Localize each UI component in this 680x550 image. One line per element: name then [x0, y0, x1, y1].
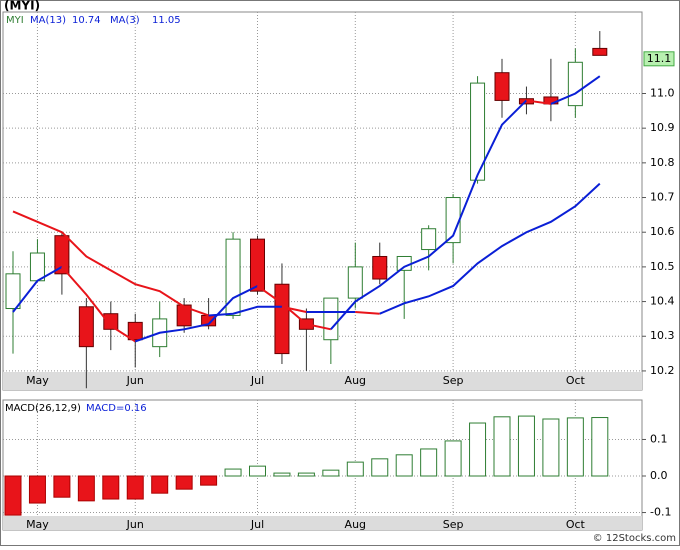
y-tick-label: 10.8	[650, 156, 675, 169]
y-tick-label: 10.4	[650, 295, 675, 308]
y-tick-label: 10.7	[650, 191, 675, 204]
y-tick-label: 10.6	[650, 225, 675, 238]
macd-bar	[4, 475, 22, 516]
candle-body	[567, 61, 583, 107]
x-tick-label: Jul	[250, 518, 264, 531]
moving-average	[330, 99, 528, 330]
candle-body	[470, 82, 486, 181]
macd-bar	[493, 416, 511, 477]
watermark: © 12Stocks.com	[593, 533, 676, 544]
macd-bar	[77, 475, 95, 502]
y-tick-label: 0.1	[650, 432, 668, 445]
macd-bar	[469, 422, 487, 477]
macd-bar	[346, 461, 364, 477]
y-tick-label: 0.0	[650, 469, 668, 482]
legend-value: 10.74	[72, 15, 101, 26]
moving-average	[526, 99, 552, 105]
x-tick-label: Oct	[566, 518, 586, 531]
macd-bar	[322, 469, 340, 477]
candle-body	[421, 228, 437, 251]
x-tick-label: Oct	[566, 374, 586, 387]
macd-bar	[126, 475, 144, 500]
x-tick-label: Sep	[443, 518, 464, 531]
macd-bar	[395, 454, 413, 477]
moving-average	[379, 182, 601, 315]
candle-body	[347, 266, 363, 299]
macd-bar	[566, 417, 584, 477]
macd-bar	[151, 475, 169, 494]
candle-body	[176, 304, 192, 327]
x-tick-label: Aug	[345, 518, 366, 531]
last-price-box	[643, 51, 675, 67]
moving-average	[256, 285, 332, 331]
last-price-label: 11.1	[647, 52, 672, 65]
macd-bar	[420, 448, 438, 477]
y-tick-label: 10.5	[650, 260, 675, 273]
macd-current: MACD=0.16	[86, 403, 147, 414]
moving-average	[208, 305, 282, 317]
x-tick-label: Jul	[250, 374, 264, 387]
candle-body	[592, 47, 608, 56]
macd-bar	[175, 475, 193, 490]
macd-bar	[542, 418, 560, 477]
moving-average	[134, 285, 258, 343]
macd-bar	[517, 415, 535, 477]
moving-average	[550, 75, 601, 105]
y-tick-label: 10.2	[650, 364, 675, 377]
legend-name: MA(13)	[30, 15, 66, 26]
candle-body	[274, 283, 290, 355]
legend-name: MA(3)	[110, 15, 140, 26]
moving-average	[355, 310, 380, 315]
x-tick-label: May	[26, 374, 49, 387]
macd-bar	[444, 440, 462, 477]
macd-bar	[249, 465, 266, 477]
x-tick-label: Sep	[443, 374, 464, 387]
candle-body	[103, 313, 119, 330]
macd-bar	[200, 475, 218, 486]
macd-bar	[102, 475, 120, 500]
macd-bar	[224, 468, 242, 477]
legend-symbol: MYI	[6, 15, 24, 26]
candle-body	[29, 252, 45, 282]
candle-body	[494, 72, 510, 101]
legend-value: 11.05	[152, 15, 181, 26]
x-tick-label: Aug	[345, 374, 366, 387]
macd-bar	[591, 417, 609, 477]
chart-title: (MYI)	[4, 0, 40, 13]
candle-body	[323, 297, 339, 341]
macd-axis-band	[3, 516, 642, 530]
macd-bar	[28, 475, 46, 504]
moving-average	[12, 266, 63, 313]
candle-body	[250, 238, 265, 292]
macd-bar	[297, 472, 315, 477]
price-axis-band	[3, 372, 642, 390]
candle-body	[396, 255, 412, 271]
y-tick-label: 10.9	[650, 121, 675, 134]
y-tick-label: -0.1	[650, 506, 671, 519]
candle-body	[78, 306, 94, 348]
macd-bar	[273, 472, 291, 477]
x-tick-label: May	[26, 518, 49, 531]
y-tick-label: 10.3	[650, 329, 675, 342]
macd-bar	[53, 475, 71, 498]
candle-body	[54, 235, 70, 275]
macd-name: MACD(26,12,9)	[5, 403, 81, 414]
y-tick-label: 11.0	[650, 86, 675, 99]
moving-average	[61, 266, 136, 343]
x-tick-label: Jun	[126, 374, 144, 387]
candle-body	[127, 321, 143, 341]
x-tick-label: Jun	[126, 518, 144, 531]
candle-body	[5, 273, 21, 310]
candle-body	[372, 255, 388, 280]
macd-bar	[371, 458, 389, 477]
moving-average	[12, 210, 209, 317]
